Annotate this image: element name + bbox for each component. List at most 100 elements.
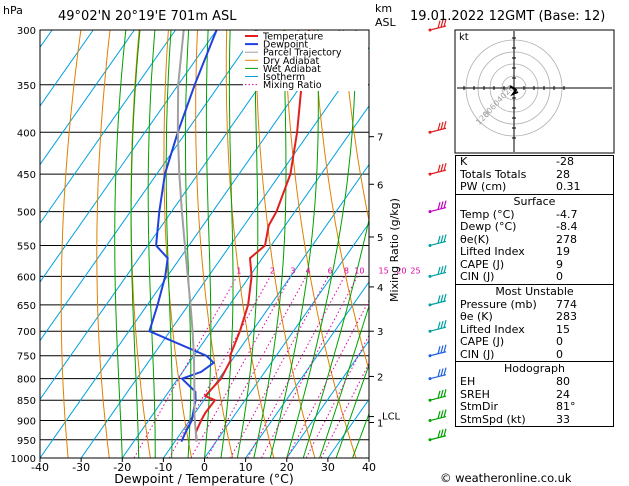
isotherm-line <box>40 30 300 401</box>
legend-label: Wet Adiabat <box>263 64 321 75</box>
hodograph-stats-title: Hodograph <box>504 362 565 375</box>
mixing-ratio-line <box>190 276 292 458</box>
wind-barb-icon <box>428 344 447 358</box>
dry-adiabat <box>313 30 369 372</box>
pressure-tick-label: 950 <box>17 436 36 447</box>
isotherm-line <box>40 30 176 225</box>
temp-tick-label: 10 <box>239 461 253 474</box>
surface-value: 0 <box>556 270 563 283</box>
temp-tick-label: 20 <box>280 461 294 474</box>
dry-adiabat <box>96 30 111 458</box>
mixing-ratio-label: 10 <box>354 266 364 275</box>
isotherm-line <box>40 30 218 283</box>
most-unstable-value: 283 <box>556 310 577 323</box>
temp-tick-label: -40 <box>31 461 49 474</box>
hodograph-stat-row: EH 80 <box>456 375 613 389</box>
surface-label: Temp (°C) <box>460 207 515 221</box>
legend-label: Dry Adiabat <box>263 56 320 67</box>
wind-barb-icon <box>428 293 447 307</box>
index-value: 0.31 <box>556 180 581 193</box>
mixing-ratio-line <box>168 276 271 458</box>
isotherm-line <box>40 30 94 107</box>
isotherm-line <box>40 30 259 342</box>
most-unstable-label: CAPE (J) <box>460 335 505 348</box>
mixing-ratio-label: 20 <box>396 266 406 275</box>
surface-row: CAPE (J) 9 <box>456 258 613 272</box>
surface-row: Temp (°C) -4.7 <box>456 207 613 222</box>
pressure-tick-label: 500 <box>17 208 36 219</box>
wet-adiabat <box>319 304 369 458</box>
wet-adiabat <box>130 30 141 458</box>
most-unstable-row: CIN (J) 0 <box>456 348 613 362</box>
surface-row: Dewp (°C) -8.4 <box>456 220 613 234</box>
surface-row: θe(K) 278 <box>456 232 613 247</box>
most-unstable-label: Pressure (mb) <box>460 297 537 311</box>
legend-box <box>243 31 368 91</box>
pressure-tick-label: 850 <box>17 396 36 407</box>
pressure-tick-label: 800 <box>17 375 36 386</box>
height-tick-label: 6 <box>377 180 383 191</box>
most-unstable-row: θe (K) 283 <box>456 310 613 324</box>
wet-adiabat <box>165 30 173 458</box>
wet-adiabat <box>286 30 357 458</box>
surface-row: CIN (J) 0 <box>456 270 613 284</box>
isotherm-line <box>80 46 369 458</box>
dry-adiabat <box>163 30 192 458</box>
temp-tick-label: -30 <box>72 461 90 474</box>
most-unstable-row: Pressure (mb) 774 <box>456 297 613 312</box>
wet-adiabat <box>302 217 369 458</box>
mixing-ratio-label: 15 <box>379 266 389 275</box>
hodograph-trace <box>509 85 519 97</box>
mixing-ratio-line <box>305 334 369 458</box>
hodograph-stat-value: 33 <box>556 412 570 426</box>
most-unstable-value: 774 <box>556 297 577 311</box>
height-tick-label: 3 <box>377 327 383 338</box>
pressure-tick-label: 650 <box>17 301 36 312</box>
mixing-ratio-line <box>286 299 369 458</box>
wind-barb-icon <box>428 18 447 32</box>
asl-unit-label: ASL <box>375 16 397 29</box>
index-label: Totals Totals <box>460 167 527 181</box>
most-unstable-label: Lifted Index <box>460 322 525 336</box>
mixing-ratio-label: 8 <box>344 266 349 275</box>
pressure-tick-label: 1000 <box>11 454 36 465</box>
temp-tick-label: 0 <box>201 461 208 474</box>
dry-adiabat <box>130 30 151 458</box>
hodograph-stat-value: 24 <box>556 387 570 401</box>
legend-label: Temperature <box>262 32 323 43</box>
pressure-tick-label: 700 <box>17 327 36 338</box>
height-tick-label: 1 <box>377 419 383 430</box>
wet-adiabat <box>253 30 287 458</box>
pressure-tick-label: 550 <box>17 241 36 252</box>
surface-label: Lifted Index <box>460 245 525 258</box>
pressure-tick-label: 350 <box>17 81 36 92</box>
surface-value: 278 <box>556 232 577 246</box>
dry-adiabat <box>60 30 82 458</box>
wind-barb-icon <box>428 320 447 333</box>
indices-panel: K -28 Totals Totals 28 PW (cm) 0.31 Surface T… <box>455 155 614 427</box>
mixing-ratio-axis-title: Mixing Ratio (g/kg) <box>388 198 401 302</box>
wind-barb-icon <box>428 234 447 247</box>
wet-adiabat <box>204 30 212 458</box>
index-row: K -28 <box>456 155 613 169</box>
surface-value: 19 <box>556 245 570 258</box>
mixing-ratio-label: 25 <box>410 266 420 275</box>
wind-barb-icon <box>428 162 447 176</box>
wet-adiabat <box>236 30 259 458</box>
dry-adiabat <box>195 30 234 458</box>
height-tick-label: 2 <box>377 372 383 383</box>
series-temperature <box>194 30 311 442</box>
temp-tick-label: 40 <box>362 461 376 474</box>
most-unstable-value: 0 <box>556 335 563 348</box>
index-value: -28 <box>556 155 574 168</box>
hodograph-stat-value: 81° <box>556 400 576 413</box>
hodograph-stat-label: SREH <box>460 387 490 401</box>
surface-row: Lifted Index 19 <box>456 245 613 259</box>
most-unstable-row: CAPE (J) 0 <box>456 335 613 349</box>
pressure-unit-label: hPa <box>3 4 23 17</box>
wind-barb-icon <box>428 428 447 442</box>
mixing-ratio-label: 1 <box>236 266 241 275</box>
wind-barbs <box>428 18 447 442</box>
location-title: 49°02'N 20°19'E 701m ASL <box>58 9 237 24</box>
